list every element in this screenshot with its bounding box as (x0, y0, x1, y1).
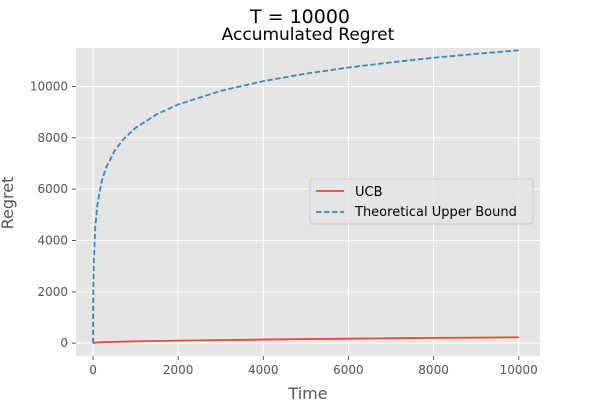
x-tick-label: 0 (89, 363, 97, 377)
series-line-upper-bound (92, 49, 519, 344)
y-axis-ticks: 0 2000 4000 6000 8000 10000 (30, 80, 76, 350)
y-tick-label: 10000 (30, 80, 68, 94)
series-line-ucb (92, 336, 519, 345)
y-tick-label: 6000 (37, 182, 68, 196)
chart-title: Accumulated Regret (222, 25, 395, 45)
y-tick-label: 0 (60, 336, 68, 350)
x-axis-ticks: 0 2000 4000 6000 8000 10000 (89, 356, 538, 377)
legend-label-upper-bound: Theoretical Upper Bound (354, 205, 517, 220)
series-lines (92, 49, 519, 345)
y-axis-label: Regret (0, 177, 17, 230)
legend-label-ucb: UCB (355, 185, 383, 200)
x-tick-label: 4000 (248, 363, 279, 377)
chart-suptitle: T = 10000 (249, 6, 350, 28)
y-tick-label: 8000 (37, 131, 68, 145)
x-tick-label: 8000 (418, 363, 449, 377)
y-tick-label: 4000 (37, 234, 68, 248)
legend-box (309, 178, 534, 225)
x-tick-label: 2000 (163, 363, 194, 377)
x-tick-label: 10000 (500, 363, 538, 377)
x-tick-label: 6000 (333, 363, 364, 377)
x-axis-label: Time (287, 384, 327, 400)
y-tick-label: 2000 (37, 285, 68, 299)
legend: UCB Theoretical Upper Bound (309, 178, 534, 225)
